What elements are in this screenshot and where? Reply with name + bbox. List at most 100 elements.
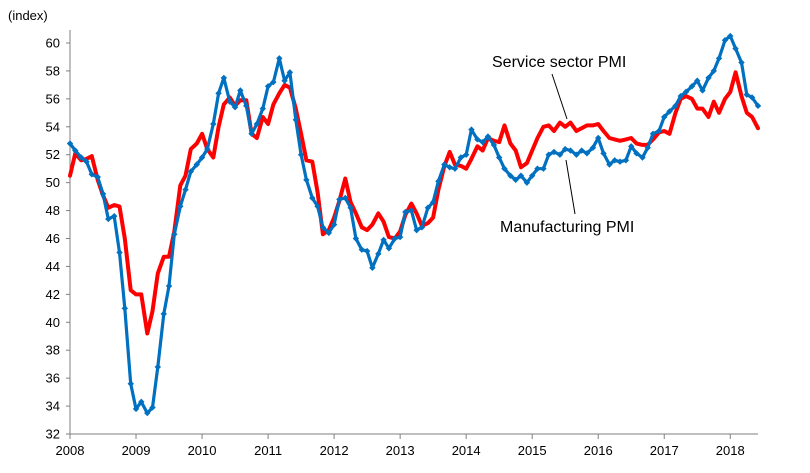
y-tick-label: 56 (46, 91, 60, 106)
annotation-layer: Service sector PMI Manufacturing PMI (492, 54, 634, 236)
x-tick-label: 2009 (122, 443, 151, 458)
manufacturing-pmi-point (220, 74, 228, 82)
manufacturing-pmi-point (495, 154, 503, 161)
service-sector-leader-line (551, 73, 568, 120)
y-tick-label: 46 (46, 231, 60, 246)
manufacturing-pmi-point (705, 74, 712, 82)
manufacturing-pmi-point (132, 405, 140, 413)
manufacturing-pmi-point (699, 87, 706, 94)
manufacturing-pmi-point (138, 398, 145, 406)
manufacturing-pmi-point (457, 154, 465, 161)
manufacturing-pmi-point (215, 90, 222, 97)
manufacturing-pmi-point (682, 88, 690, 96)
manufacturing-pmi-point (484, 133, 492, 140)
manufacturing-pmi-point (710, 67, 717, 75)
x-tick-label: 2016 (584, 443, 613, 458)
manufacturing-pmi-point (528, 172, 536, 179)
manufacturing-pmi-point (111, 212, 118, 220)
manufacturing-pmi-point (754, 102, 762, 110)
manufacturing-pmi-point (501, 165, 508, 172)
manufacturing-pmi-point (253, 120, 261, 128)
manufacturing-pmi-point (342, 194, 349, 202)
manufacturing-pmi-point (429, 198, 437, 206)
manufacturing-pmi-point (743, 91, 750, 98)
manufacturing-pmi-point (517, 172, 525, 179)
manufacturing-pmi-point (396, 233, 404, 241)
manufacturing-pmi-point (243, 102, 250, 110)
y-tick-label: 60 (46, 36, 60, 51)
manufacturing-pmi-point (451, 165, 459, 172)
manufacturing-leader-line (565, 159, 576, 215)
manufacturing-pmi-point (661, 113, 668, 121)
manufacturing-pmi-point (424, 204, 432, 211)
manufacturing-pmi-point (105, 215, 112, 223)
manufacturing-pmi-point (408, 207, 415, 214)
manufacturing-pmi-point (622, 157, 630, 164)
x-tick-label: 2008 (56, 443, 85, 458)
manufacturing-pmi-point (204, 145, 211, 153)
manufacturing-pmi-point (144, 409, 151, 417)
manufacturing-pmi-point (589, 144, 597, 151)
manufacturing-pmi-point (226, 98, 233, 105)
manufacturing-pmi-point (314, 203, 321, 210)
manufacturing-pmi-point (281, 77, 288, 84)
manufacturing-pmi-point (330, 221, 338, 228)
manufacturing-pmi-point (149, 404, 156, 411)
y-tick-label: 44 (46, 259, 60, 274)
manufacturing-pmi-point (347, 204, 354, 211)
manufacturing-pmi-point (523, 179, 531, 186)
manufacturing-pmi-point (633, 150, 640, 157)
manufacturing-pmi-point (748, 94, 756, 101)
manufacturing-pmi-point (435, 178, 442, 185)
manufacturing-pmi-point (545, 151, 552, 158)
manufacturing-pmi-point (177, 203, 184, 210)
manufacturing-pmi-point (187, 168, 195, 175)
manufacturing-pmi-point (616, 158, 624, 165)
manufacturing-pmi-point (121, 305, 129, 312)
y-tick-label: 38 (46, 343, 60, 358)
series-layer (66, 32, 762, 417)
manufacturing-pmi-point (286, 69, 294, 76)
manufacturing-pmi-point (441, 161, 448, 168)
x-tick-label: 2017 (650, 443, 679, 458)
y-tick-label: 58 (46, 63, 60, 78)
manufacturing-pmi-point (567, 147, 574, 154)
manufacturing-pmi-point (237, 87, 244, 94)
manufacturing-pmi-point (606, 161, 613, 168)
manufacturing-pmi-point (193, 161, 200, 168)
manufacturing-pmi-point (583, 150, 591, 157)
x-tick-label: 2018 (716, 443, 745, 458)
manufacturing-pmi-point (182, 186, 189, 193)
manufacturing-pmi-point (512, 176, 519, 184)
manufacturing-pmi-point (352, 235, 360, 242)
y-tick-label: 40 (46, 315, 60, 330)
manufacturing-pmi-point (578, 147, 585, 154)
x-tick-label: 2015 (518, 443, 547, 458)
manufacturing-pmi-point (672, 102, 679, 110)
y-tick-label: 36 (46, 371, 60, 386)
manufacturing-pmi-point (336, 196, 343, 203)
manufacturing-pmi-point (556, 151, 564, 158)
manufacturing-pmi-point (171, 231, 178, 238)
x-tick-label: 2013 (386, 443, 415, 458)
manufacturing-pmi-point (694, 77, 701, 84)
manufacturing-pmi-point (490, 141, 498, 149)
manufacturing-pmi-point (380, 236, 387, 244)
manufacturing-pmi-point (550, 148, 558, 156)
y-tick-label: 48 (46, 203, 60, 218)
manufacturing-pmi-point (611, 157, 618, 164)
manufacturing-pmi-point (649, 130, 657, 137)
manufacturing-pmi-point (385, 245, 393, 252)
manufacturing-pmi-point (479, 138, 486, 146)
manufacturing-pmi-point (83, 158, 90, 165)
manufacturing-pmi-point (595, 134, 602, 142)
y-tick-label: 42 (46, 287, 60, 302)
manufacturing-pmi-point (738, 59, 745, 66)
manufacturing-pmi-point (99, 190, 107, 198)
manufacturing-pmi-point (210, 120, 217, 128)
y-tick-label: 32 (46, 427, 60, 442)
y-tick-label: 54 (46, 119, 60, 134)
manufacturing-pmi-point (358, 246, 366, 253)
manufacturing-pmi-point (402, 208, 409, 216)
